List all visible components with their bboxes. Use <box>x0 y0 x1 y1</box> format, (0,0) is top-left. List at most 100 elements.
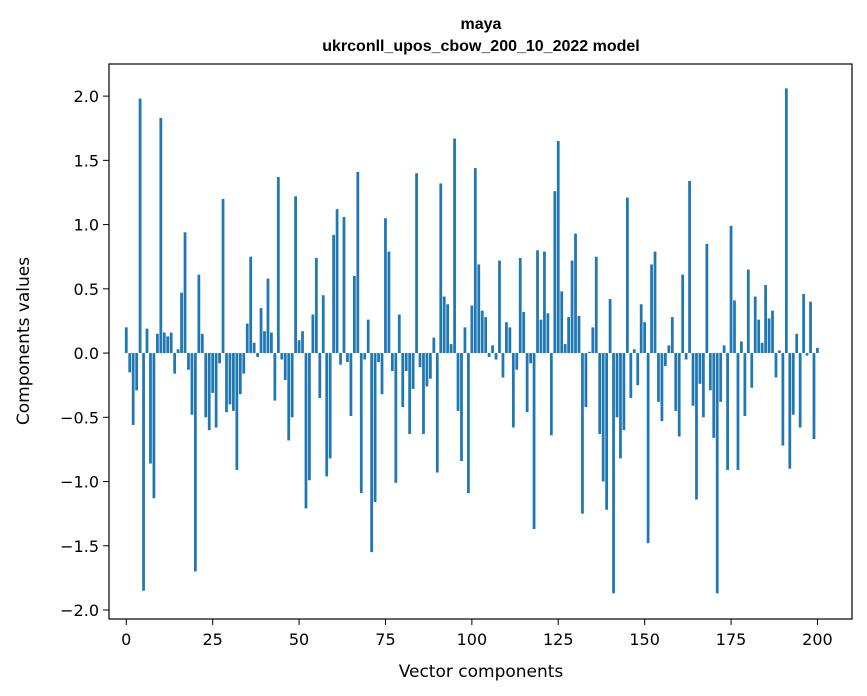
bar-22 <box>200 333 204 354</box>
bar-35 <box>245 323 249 354</box>
x-axis-ticks: 0 25 50 75 100 125 150 175 200 <box>121 619 833 649</box>
bar-38 <box>256 353 259 357</box>
x-tick-label: 175 <box>716 630 747 649</box>
bar-198 <box>809 301 812 354</box>
bar-52 <box>304 353 308 509</box>
bar-113 <box>515 353 519 370</box>
bar-106 <box>491 345 494 354</box>
bar-15 <box>176 349 180 354</box>
bar-108 <box>498 260 501 354</box>
bar-139 <box>605 353 609 510</box>
bar-182 <box>753 296 757 354</box>
bar-170 <box>712 353 716 438</box>
bar-120 <box>539 319 543 354</box>
x-axis-label: Vector components <box>399 662 564 682</box>
bar-66 <box>352 275 356 354</box>
bar-184 <box>760 342 764 354</box>
bar-187 <box>771 310 774 354</box>
bar-64 <box>346 353 349 363</box>
bar-110 <box>505 322 508 354</box>
y-tick-label: −1.5 <box>60 537 99 556</box>
bar-143 <box>619 353 622 459</box>
bar-31 <box>232 353 235 411</box>
y-tick-label: 1.0 <box>74 216 99 235</box>
bar-85 <box>418 353 422 368</box>
bar-175 <box>729 225 733 354</box>
bar-116 <box>525 353 529 413</box>
bar-44 <box>276 177 280 354</box>
bar-12 <box>166 336 170 354</box>
x-tick-label: 75 <box>375 630 395 649</box>
bar-177 <box>736 353 740 470</box>
bar-45 <box>280 353 284 360</box>
bar-164 <box>691 353 695 406</box>
bar-156 <box>664 353 667 366</box>
bar-191 <box>784 88 788 354</box>
bar-32 <box>235 353 239 470</box>
x-tick-label: 200 <box>802 630 833 649</box>
bar-193 <box>791 353 795 415</box>
bar-97 <box>460 353 463 461</box>
bar-18 <box>187 353 190 370</box>
plot-frame <box>108 63 853 620</box>
bar-168 <box>705 243 709 354</box>
bar-123 <box>549 353 553 436</box>
bar-28 <box>221 198 225 354</box>
y-tick-label: −0.5 <box>60 408 99 427</box>
bar-33 <box>238 353 242 395</box>
bar-48 <box>290 353 294 418</box>
bar-23 <box>204 353 208 418</box>
bar-67 <box>356 171 360 354</box>
bar-34 <box>242 353 246 374</box>
bar-190 <box>781 353 785 446</box>
bar-126 <box>560 291 564 354</box>
bar-114 <box>518 257 522 354</box>
bar-92 <box>442 296 446 354</box>
bar-43 <box>273 353 277 401</box>
bar-8 <box>152 353 156 499</box>
bar-107 <box>494 353 498 360</box>
bar-196 <box>802 293 805 354</box>
bar-26 <box>214 353 218 428</box>
bar-115 <box>522 311 526 354</box>
y-axis-label: Components values <box>14 257 34 425</box>
bar-71 <box>370 353 374 553</box>
bar-165 <box>695 353 698 500</box>
y-axis-ticks: −2.0 −1.5 −1.0 −0.5 0.0 0.5 1.0 1.5 2.0 <box>60 87 109 620</box>
bar-133 <box>584 353 588 408</box>
bar-98 <box>463 327 467 354</box>
bar-2 <box>131 353 135 425</box>
bar-142 <box>615 353 619 418</box>
bar-152 <box>650 264 653 354</box>
bar-36 <box>249 256 253 354</box>
bar-1 <box>128 353 132 373</box>
bar-199 <box>812 353 816 440</box>
bar-128 <box>567 317 570 354</box>
bar-81 <box>404 353 408 372</box>
bar-149 <box>639 304 643 354</box>
bar-46 <box>283 353 287 381</box>
bar-117 <box>529 353 532 364</box>
bar-153 <box>653 251 657 354</box>
bar-197 <box>805 353 809 356</box>
bar-127 <box>563 344 567 354</box>
bar-16 <box>180 292 183 354</box>
bar-130 <box>574 233 577 354</box>
bar-17 <box>183 232 187 354</box>
bar-57 <box>321 295 325 354</box>
bar-144 <box>622 353 626 431</box>
bar-195 <box>798 353 802 428</box>
bar-86 <box>422 353 425 434</box>
bar-87 <box>425 353 429 387</box>
bar-0 <box>124 327 128 354</box>
bar-9 <box>156 333 159 354</box>
y-tick-label: 0.0 <box>74 344 99 363</box>
bar-151 <box>646 353 650 544</box>
x-tick-label: 25 <box>202 630 222 649</box>
bar-21 <box>197 274 201 354</box>
bar-161 <box>681 274 685 354</box>
bar-13 <box>169 332 173 354</box>
bar-136 <box>594 256 598 354</box>
bar-109 <box>501 353 505 378</box>
bar-89 <box>432 337 436 354</box>
